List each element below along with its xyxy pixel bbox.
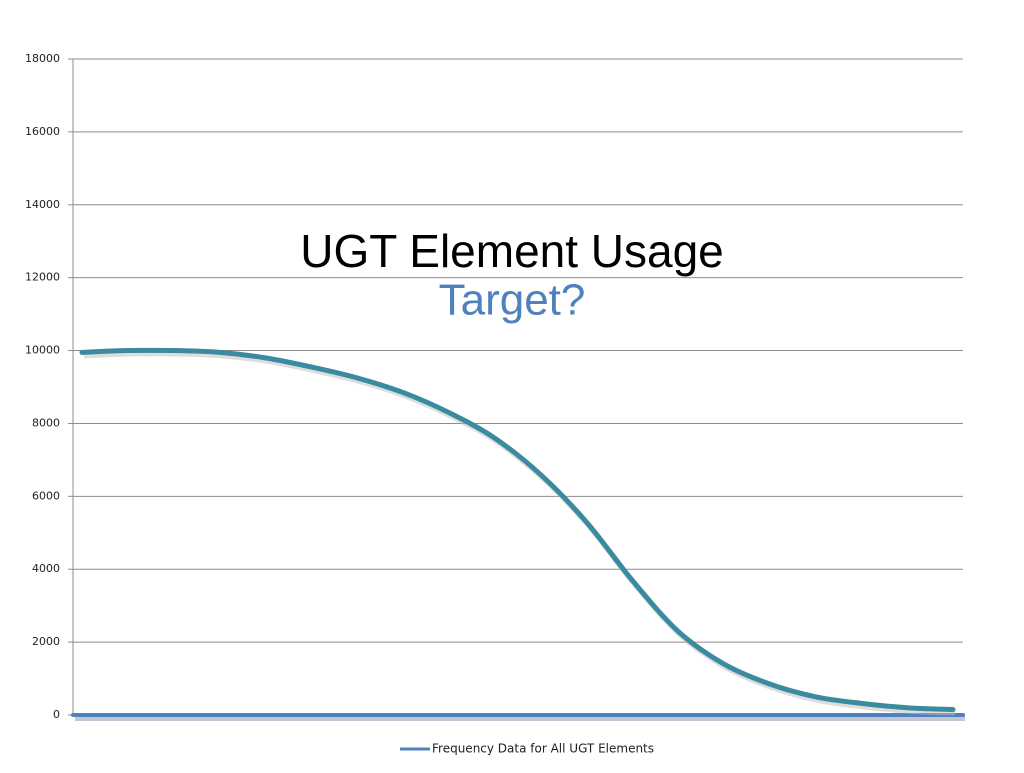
y-tick-label: 2000: [32, 635, 60, 648]
y-tick-label: 4000: [32, 562, 60, 575]
chart-subtitle: Target?: [439, 276, 586, 325]
y-tick-label: 14000: [25, 198, 60, 211]
legend-label: Frequency Data for All UGT Elements: [432, 742, 654, 756]
y-tick-label: 8000: [32, 416, 60, 429]
curve-line: [79, 347, 956, 713]
y-tick-label: 6000: [32, 489, 60, 502]
curve-line: [83, 350, 956, 716]
y-tick-label: 10000: [25, 344, 60, 357]
y-tick-label: 0: [53, 708, 60, 721]
y-tick-label: 12000: [25, 271, 60, 284]
y-tick-label: 16000: [25, 125, 60, 138]
chart-title: UGT Element Usage: [300, 225, 724, 277]
y-tick-label: 18000: [25, 52, 60, 65]
